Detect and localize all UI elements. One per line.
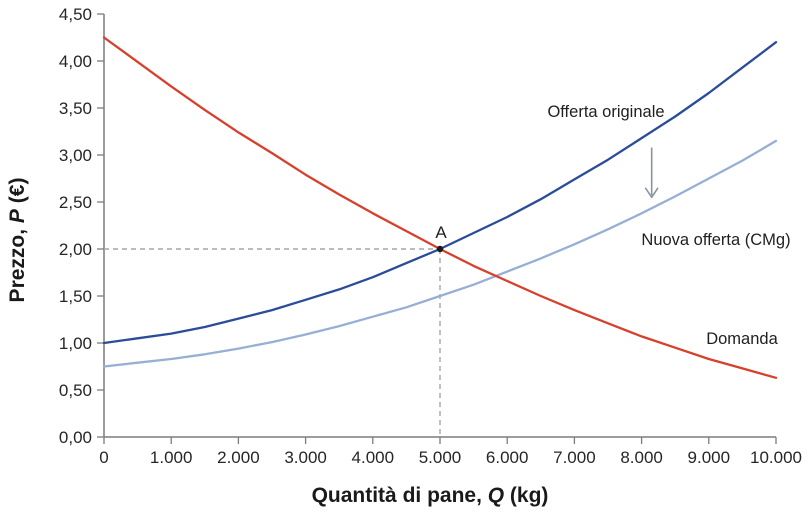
y-tick-label: 1,00 bbox=[59, 334, 92, 353]
point-a-label: A bbox=[435, 223, 447, 242]
x-tick-label: 9.000 bbox=[688, 448, 731, 467]
supply-original-label: Offerta originale bbox=[547, 103, 664, 121]
x-tick-label: 0 bbox=[99, 448, 108, 467]
demand-label: Domanda bbox=[706, 330, 778, 348]
supply-new-curve bbox=[102, 139, 778, 368]
x-tick-label: 7.000 bbox=[553, 448, 596, 467]
y-tick-label: 3,00 bbox=[59, 146, 92, 165]
x-tick-label: 2.000 bbox=[217, 448, 260, 467]
x-tick-label: 8.000 bbox=[620, 448, 663, 467]
curves bbox=[102, 36, 778, 379]
y-tick-label: 2,50 bbox=[59, 193, 92, 212]
point-a-dot bbox=[436, 245, 444, 253]
x-tick-label: 3.000 bbox=[284, 448, 327, 467]
x-tick-label: 6.000 bbox=[486, 448, 529, 467]
x-axis-title: Quantità di pane, Q (kg) bbox=[312, 484, 549, 507]
y-tick-label: 0,00 bbox=[59, 428, 92, 447]
y-tick-label: 3,50 bbox=[59, 99, 92, 118]
y-tick-label: 2,00 bbox=[59, 240, 92, 259]
supply-shift-arrow bbox=[644, 147, 659, 199]
y-tick-label: 0,50 bbox=[59, 381, 92, 400]
y-tick-label: 4,00 bbox=[59, 52, 92, 71]
y-tick-label: 1,50 bbox=[59, 287, 92, 306]
x-tick-label: 10.000 bbox=[750, 448, 802, 467]
axis-ticks: 0,00 0,50 1,00 1,50 2,00 2,50 3,00 3,50 4,00 4,50… bbox=[59, 5, 802, 467]
y-tick-label: 4,50 bbox=[59, 5, 92, 24]
x-tick-label: 5.000 bbox=[419, 448, 462, 467]
equilibrium-guides bbox=[104, 248, 441, 437]
y-axis-title: Prezzo, P (€) bbox=[6, 178, 29, 303]
x-tick-label: 4.000 bbox=[352, 448, 395, 467]
x-tick-label: 1.000 bbox=[150, 448, 193, 467]
shift-arrow-head bbox=[644, 187, 659, 199]
supply-new-label: Nuova offerta (CMg) bbox=[641, 231, 790, 249]
equilibrium-marker bbox=[436, 245, 444, 253]
